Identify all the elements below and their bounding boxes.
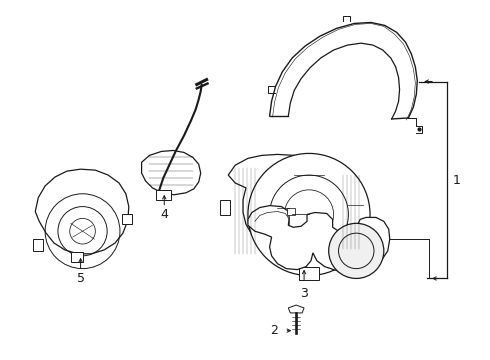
Circle shape — [329, 223, 384, 278]
Text: 5: 5 — [76, 272, 85, 285]
Polygon shape — [122, 215, 132, 224]
Polygon shape — [248, 206, 390, 271]
Polygon shape — [299, 267, 319, 280]
Polygon shape — [288, 305, 304, 313]
Polygon shape — [228, 154, 358, 261]
Text: 2: 2 — [270, 324, 278, 337]
Polygon shape — [156, 190, 171, 200]
Polygon shape — [142, 150, 201, 195]
Circle shape — [248, 153, 370, 275]
Polygon shape — [220, 200, 230, 215]
Text: 3: 3 — [300, 287, 308, 300]
Polygon shape — [287, 208, 295, 215]
Text: 1: 1 — [453, 174, 461, 186]
Polygon shape — [71, 252, 82, 262]
Text: 4: 4 — [160, 208, 168, 221]
Polygon shape — [33, 239, 43, 251]
Polygon shape — [35, 169, 129, 254]
